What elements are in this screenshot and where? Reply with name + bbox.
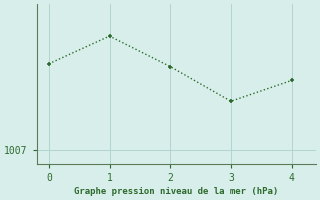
X-axis label: Graphe pression niveau de la mer (hPa): Graphe pression niveau de la mer (hPa) xyxy=(74,187,278,196)
